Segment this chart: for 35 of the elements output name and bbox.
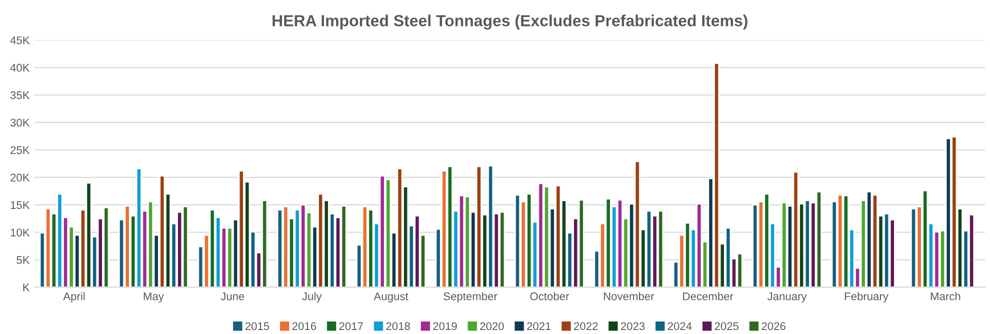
legend-label: 2024 <box>668 322 692 330</box>
y-tick-label: 20K <box>10 174 30 182</box>
legend-label: 2015 <box>245 322 270 330</box>
x-tick-label: August <box>374 292 408 302</box>
chart-title: HERA Imported Steel Tonnages (Excludes Prefabricated Items) <box>272 14 748 30</box>
x-tick-label: January <box>767 292 807 302</box>
legend-label: 2026 <box>762 322 786 330</box>
x-tick-label: October <box>530 292 570 300</box>
y-tick-label: 40K <box>10 64 30 72</box>
x-tick-label: November <box>604 292 654 300</box>
legend-label: 2020 <box>480 322 504 330</box>
legend-label: 2018 <box>386 322 410 330</box>
legend-label: 2025 <box>714 322 739 330</box>
x-tick-label: July <box>302 292 322 302</box>
legend-label: 2022 <box>574 322 598 330</box>
x-tick-label: December <box>683 292 734 300</box>
y-tick-label: 45K <box>10 36 30 44</box>
legend-label: 2023 <box>620 322 645 330</box>
y-tick-label: 25K <box>10 146 30 154</box>
x-tick-label: June <box>220 292 244 300</box>
y-tick-label: 5K <box>16 256 30 264</box>
x-tick-label: February <box>844 292 888 302</box>
legend-label: 2021 <box>527 322 551 330</box>
legend-label: 2019 <box>433 322 457 330</box>
y-tick-label: 30K <box>10 118 30 127</box>
y-tick-label: K <box>23 284 30 292</box>
legend-label: 2017 <box>339 322 363 330</box>
x-tick-label: September <box>444 292 498 302</box>
y-tick-label: 35K <box>10 91 30 100</box>
legend-label: 2016 <box>292 322 316 330</box>
x-tick-label: May <box>144 292 164 302</box>
x-tick-label: April <box>63 292 85 302</box>
x-tick-label: March <box>930 292 960 300</box>
y-tick-label: 10K <box>10 228 30 236</box>
y-tick-label: 15K <box>10 201 30 209</box>
